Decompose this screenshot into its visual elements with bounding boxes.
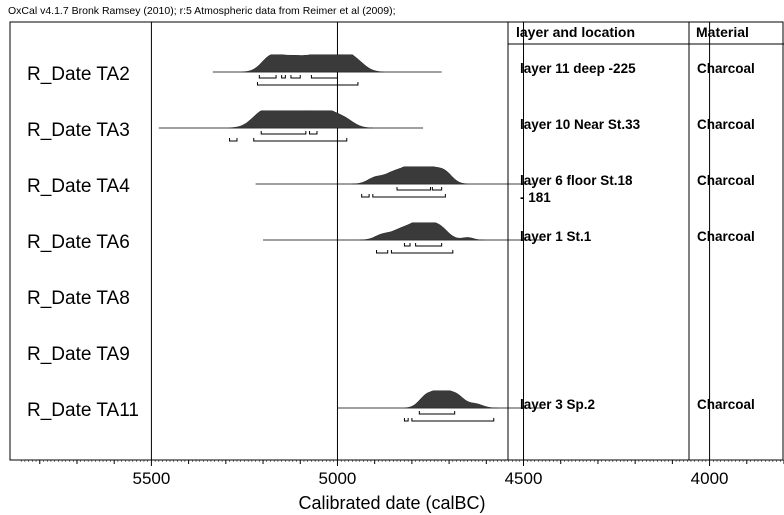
range-68-bracket <box>397 187 430 190</box>
range-68-bracket <box>311 75 337 78</box>
sample-material: Charcoal <box>697 229 755 244</box>
range-95-bracket <box>391 250 452 253</box>
sample-layer-location: layer 1 St.1 <box>520 229 592 244</box>
range-68-bracket <box>416 243 442 246</box>
sample-layer-location: layer 10 Near St.33 <box>520 117 641 132</box>
probability-distribution <box>360 223 485 240</box>
sample-info-table: layer and location Material layer 11 deep … <box>508 22 784 460</box>
x-tick-label: 5500 <box>132 469 170 488</box>
sample-layer-location: layer 11 deep -225 <box>520 61 636 76</box>
range-68-bracket <box>282 75 286 78</box>
sample-material: Charcoal <box>697 61 755 76</box>
probability-distribution <box>404 391 497 408</box>
material-column-header: Material <box>696 24 749 40</box>
sample-material: Charcoal <box>697 397 755 412</box>
sample-material: Charcoal <box>697 117 755 132</box>
range-95-bracket <box>362 194 369 197</box>
x-tick-label: 4500 <box>505 469 543 488</box>
range-68-bracket <box>419 411 454 414</box>
probability-distributions <box>159 55 542 408</box>
sample-layer-location: layer 3 Sp.2 <box>520 397 595 412</box>
range-95-bracket <box>254 138 347 141</box>
probability-distribution <box>243 55 384 72</box>
range-95-bracket <box>412 418 494 421</box>
sample-label: R_Date TA11 <box>27 400 139 421</box>
sample-label: R_Date TA3 <box>27 120 130 141</box>
x-axis: 5500 5000 4500 4000 <box>21 460 784 488</box>
sample-label: R_Date TA9 <box>27 344 130 365</box>
probability-distribution <box>230 111 373 128</box>
range-68-bracket <box>259 75 276 78</box>
range-68-bracket <box>432 187 441 190</box>
range-95-bracket <box>377 250 388 253</box>
range-68-bracket <box>291 75 300 78</box>
sample-label: R_Date TA8 <box>27 288 130 309</box>
range-95-bracket <box>404 418 408 421</box>
x-axis-label: Calibrated date (calBC) <box>298 493 485 513</box>
range-95-bracket <box>373 194 446 197</box>
range-95-bracket <box>230 138 237 141</box>
sample-layer-location: layer 6 floor St.18 <box>520 173 633 188</box>
probability-distribution <box>352 167 467 184</box>
range-68-bracket <box>404 243 410 246</box>
sample-labels: R_Date TA2 R_Date TA3 R_Date TA4 R_Date TA6… <box>27 64 139 421</box>
x-tick-label: 4000 <box>691 469 729 488</box>
sample-layer-location: - 181 <box>520 190 551 205</box>
x-tick-label: 5000 <box>319 469 357 488</box>
sample-label: R_Date TA4 <box>27 176 130 197</box>
oxcal-header: OxCal v4.1.7 Bronk Ramsey (2010); r:5 At… <box>8 5 396 17</box>
range-68-bracket <box>261 131 306 134</box>
range-68-bracket <box>310 131 317 134</box>
sample-label: R_Date TA2 <box>27 64 130 85</box>
layer-column-header: layer and location <box>516 24 635 40</box>
range-95-bracket <box>257 82 357 85</box>
sample-label: R_Date TA6 <box>27 232 130 253</box>
sample-material: Charcoal <box>697 173 755 188</box>
